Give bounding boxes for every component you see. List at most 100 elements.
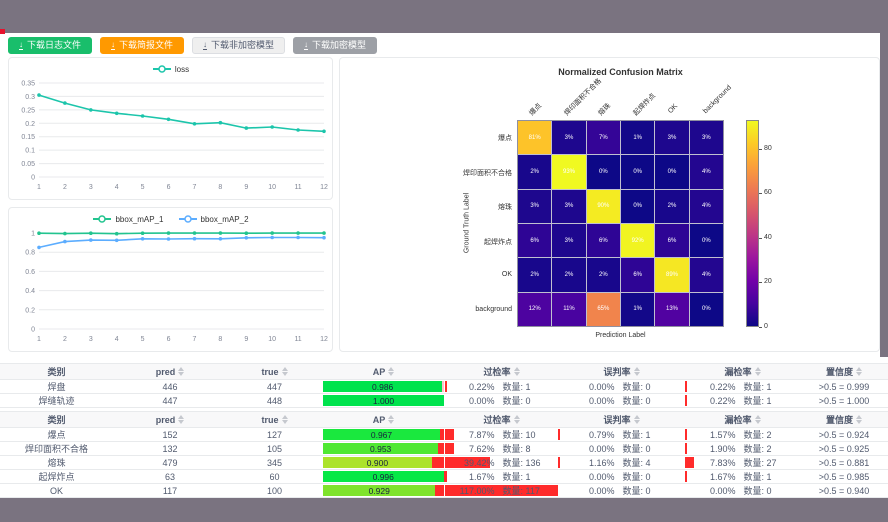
column-tick-label: OK <box>667 102 680 115</box>
heatmap-cell: 81% <box>518 121 552 155</box>
sort-icon[interactable] <box>856 415 862 424</box>
legend-item[interactable]: bbox_mAP_2 <box>178 214 249 224</box>
row-tick-label: 熔珠 <box>498 204 512 212</box>
svg-text:9: 9 <box>244 336 248 343</box>
sort-icon[interactable] <box>513 415 520 424</box>
pred-cell: 63 <box>164 471 175 482</box>
column-header[interactable]: 过检率 <box>445 412 558 427</box>
rate-percent: 0.79% <box>588 429 615 440</box>
rate-bar <box>685 381 687 392</box>
column-header-label: true <box>261 366 279 377</box>
pred-cell: 446 <box>162 381 178 392</box>
svg-text:10: 10 <box>268 184 276 191</box>
sort-icon[interactable] <box>513 367 520 376</box>
column-header[interactable]: AP <box>322 364 445 379</box>
column-header-label: 误判率 <box>603 367 631 377</box>
rate-bar <box>445 457 490 468</box>
rate-cell: 0.00% 数量: 0 <box>558 442 685 455</box>
svg-text:2: 2 <box>63 184 67 191</box>
column-tick-label: background <box>701 84 733 115</box>
category-cell: 焊缝轨迹 <box>38 396 75 406</box>
svg-text:12: 12 <box>320 184 328 191</box>
sort-icon[interactable] <box>856 367 862 376</box>
sort-icon[interactable] <box>633 415 640 424</box>
row-tick-label: 爆点 <box>498 135 512 143</box>
rate-percent: 39.42% <box>463 457 495 468</box>
column-header[interactable]: 漏检率 <box>685 412 800 427</box>
sort-icon[interactable] <box>754 415 761 424</box>
ap-bar: 0.900 <box>323 457 432 468</box>
ap-bar: 0.986 <box>323 381 443 392</box>
column-header[interactable]: pred <box>113 364 227 379</box>
rate-percent: 7.87% <box>468 429 495 440</box>
pred-cell: 117 <box>162 485 178 496</box>
rate-cell: 0.00% 数量: 0 <box>558 380 685 393</box>
ap-bar: 0.953 <box>323 443 439 454</box>
heatmap-cell: 2% <box>586 258 620 292</box>
svg-text:11: 11 <box>294 336 301 343</box>
svg-text:0.2: 0.2 <box>25 121 35 128</box>
column-header[interactable]: 置信度 <box>800 412 888 427</box>
ap-cell: 0.967 <box>322 428 445 441</box>
svg-text:0.3: 0.3 <box>25 94 35 101</box>
category-cell: 爆点 <box>47 430 66 440</box>
sort-icon[interactable] <box>388 415 395 424</box>
column-header[interactable]: true <box>227 412 322 427</box>
rate-count: 数量: 1 <box>502 472 531 482</box>
svg-text:5: 5 <box>141 184 145 191</box>
svg-text:10: 10 <box>268 336 276 343</box>
rate-bar <box>685 395 687 406</box>
column-header-label: true <box>261 414 279 425</box>
column-header[interactable]: 误判率 <box>558 364 685 379</box>
column-header[interactable]: 漏检率 <box>685 364 800 379</box>
rate-percent: 0.00% <box>468 395 495 406</box>
heatmap-cell: 3% <box>552 121 586 155</box>
heatmap-cell: 2% <box>518 258 552 292</box>
rate-cell: 0.22% 数量: 1 <box>685 380 800 393</box>
sort-icon[interactable] <box>281 367 288 376</box>
ap-cell: 0.900 <box>322 456 445 469</box>
rate-percent: 117.00% <box>459 485 495 496</box>
column-header[interactable]: pred <box>113 412 227 427</box>
column-header[interactable]: 置信度 <box>800 364 888 379</box>
row-tick-label: 焊印面积不合格 <box>463 169 512 177</box>
sort-icon[interactable] <box>281 415 288 424</box>
rate-percent: 0.00% <box>588 485 615 496</box>
legend-item[interactable]: bbox_mAP_1 <box>92 214 164 224</box>
column-header[interactable]: true <box>227 364 322 379</box>
svg-text:6: 6 <box>167 184 171 191</box>
heatmap-cell: 4% <box>689 155 723 189</box>
legend-label: bbox_mAP_1 <box>115 214 164 224</box>
button-label: 下载日志文件 <box>27 40 82 50</box>
download-button[interactable]: ↓ 下载非加密模型 <box>192 37 286 54</box>
download-button[interactable]: ↓ 下载日志文件 <box>8 37 93 54</box>
legend-label: bbox_mAP_2 <box>200 214 249 224</box>
column-header[interactable]: 过检率 <box>445 364 558 379</box>
sort-icon[interactable] <box>388 367 395 376</box>
heatmap-cell: 93% <box>552 155 586 189</box>
sort-icon[interactable] <box>633 367 640 376</box>
download-button[interactable]: ↓ 下载加密模型 <box>293 37 378 54</box>
ap-bar: 0.967 <box>323 429 440 440</box>
column-header[interactable]: AP <box>322 412 445 427</box>
ap-cell: 0.986 <box>322 380 445 393</box>
sort-icon[interactable] <box>178 415 185 424</box>
colorbar-tick-label: 80 <box>764 144 772 152</box>
legend-label: loss <box>174 64 190 74</box>
legend-marker-icon <box>178 215 197 223</box>
download-button[interactable]: ↓ 下载简报文件 <box>100 37 185 54</box>
sort-icon[interactable] <box>178 367 185 376</box>
sort-icon[interactable] <box>754 367 761 376</box>
column-header-label: 漏检率 <box>724 415 752 425</box>
heatmap-cell: 0% <box>689 223 723 258</box>
legend-item[interactable]: loss <box>152 64 189 74</box>
rate-count: 数量: 0 <box>622 444 651 454</box>
heatmap-cell: 7% <box>586 121 620 155</box>
column-header-label: 类别 <box>47 367 66 377</box>
svg-text:9: 9 <box>244 184 248 191</box>
table-row: OK 117 100 0.929 117.00% 数量: 117 0.00% 数量: 0 0.0… <box>0 484 888 498</box>
category-cell: 焊印面积不合格 <box>24 444 88 454</box>
column-header[interactable]: 误判率 <box>558 412 685 427</box>
rate-bar <box>685 443 688 454</box>
row-tick-label: 起焊炸点 <box>484 238 512 246</box>
